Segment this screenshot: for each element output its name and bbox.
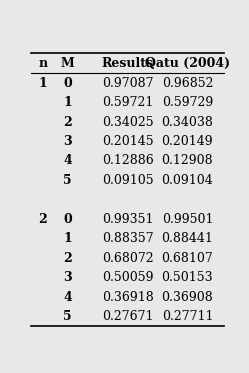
Text: 0.68107: 0.68107 bbox=[162, 252, 213, 265]
Text: 3: 3 bbox=[63, 135, 72, 148]
Text: 2: 2 bbox=[63, 116, 72, 129]
Text: 1: 1 bbox=[38, 77, 47, 90]
Text: 0.59729: 0.59729 bbox=[162, 96, 213, 109]
Text: 0.88441: 0.88441 bbox=[162, 232, 213, 245]
Text: 1: 1 bbox=[63, 96, 72, 109]
Text: 0.09104: 0.09104 bbox=[162, 174, 213, 187]
Text: 5: 5 bbox=[63, 174, 72, 187]
Text: 0.50059: 0.50059 bbox=[102, 271, 153, 284]
Text: 0.50153: 0.50153 bbox=[162, 271, 213, 284]
Text: 0.20149: 0.20149 bbox=[162, 135, 213, 148]
Text: 0.36908: 0.36908 bbox=[162, 291, 213, 304]
Text: 0.99351: 0.99351 bbox=[102, 213, 153, 226]
Text: Results: Results bbox=[102, 57, 154, 70]
Text: 1: 1 bbox=[63, 232, 72, 245]
Text: 4: 4 bbox=[63, 291, 72, 304]
Text: 0.68072: 0.68072 bbox=[102, 252, 153, 265]
Text: 0: 0 bbox=[63, 77, 72, 90]
Text: 0.36918: 0.36918 bbox=[102, 291, 153, 304]
Text: 0: 0 bbox=[63, 213, 72, 226]
Text: M: M bbox=[61, 57, 75, 70]
Text: 0.12908: 0.12908 bbox=[162, 154, 213, 167]
Text: 0.99501: 0.99501 bbox=[162, 213, 213, 226]
Text: 5: 5 bbox=[63, 310, 72, 323]
Text: 0.96852: 0.96852 bbox=[162, 77, 213, 90]
Text: 0.27671: 0.27671 bbox=[102, 310, 153, 323]
Text: 2: 2 bbox=[63, 252, 72, 265]
Text: 3: 3 bbox=[63, 271, 72, 284]
Text: Qatu (2004): Qatu (2004) bbox=[145, 57, 230, 70]
Text: 0.88357: 0.88357 bbox=[102, 232, 153, 245]
Text: 0.12886: 0.12886 bbox=[102, 154, 153, 167]
Text: 2: 2 bbox=[38, 213, 47, 226]
Text: 0.09105: 0.09105 bbox=[102, 174, 153, 187]
Text: 0.34038: 0.34038 bbox=[162, 116, 213, 129]
Text: 0.27711: 0.27711 bbox=[162, 310, 213, 323]
Text: 0.97087: 0.97087 bbox=[102, 77, 153, 90]
Text: 0.20145: 0.20145 bbox=[102, 135, 153, 148]
Text: n: n bbox=[38, 57, 47, 70]
Text: 0.34025: 0.34025 bbox=[102, 116, 153, 129]
Text: 0.59721: 0.59721 bbox=[102, 96, 153, 109]
Text: 4: 4 bbox=[63, 154, 72, 167]
